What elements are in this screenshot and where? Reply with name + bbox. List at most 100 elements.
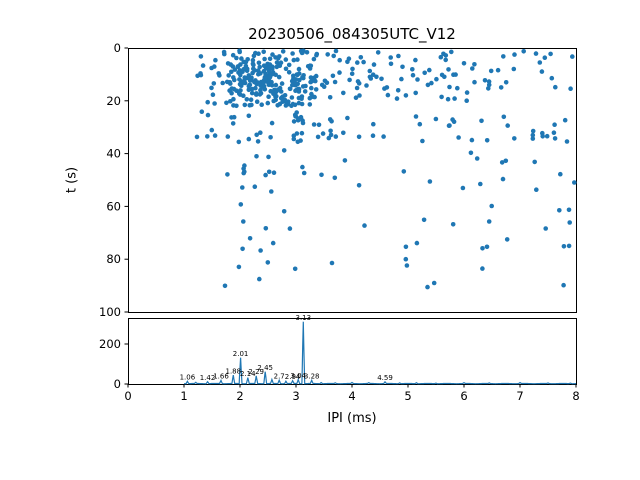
scatter-point (237, 81, 243, 87)
scatter-point (249, 75, 254, 80)
scatter-point (291, 57, 297, 63)
scatter-point (482, 78, 488, 83)
scatter-point (287, 86, 293, 92)
scatter-point (355, 60, 360, 65)
scatter-point (217, 73, 222, 78)
scatter-point (479, 118, 484, 124)
scatter-point (244, 97, 250, 102)
scatter-point (480, 266, 485, 271)
scatter-point (263, 71, 268, 77)
scatter-point (488, 68, 494, 74)
scatter-point (236, 264, 242, 270)
scatter-point (427, 179, 433, 184)
scatter-point (394, 96, 400, 101)
scatter-point (296, 86, 302, 92)
scatter-point (290, 82, 295, 88)
scatter-point (222, 283, 228, 289)
scatter-point (551, 130, 557, 135)
scatter-point (234, 55, 239, 61)
scatter-point (265, 100, 271, 106)
scatter-point (572, 180, 577, 185)
scatter-point (238, 72, 243, 78)
scatter-point (447, 123, 452, 128)
scatter-point (453, 72, 458, 77)
scatter-point (358, 55, 364, 60)
scatter-point (470, 66, 475, 71)
scatter-point (225, 172, 230, 177)
peak-label: 1.42 (200, 374, 216, 382)
x-tick-label: 8 (572, 389, 579, 403)
scatter-point (254, 154, 259, 159)
scatter-point (236, 139, 242, 145)
scatter-point (307, 95, 313, 101)
scatter-point (413, 57, 418, 63)
scatter-point (270, 240, 276, 246)
scatter-point (460, 185, 466, 191)
x-tick-label: 7 (516, 389, 523, 403)
scatter-point (501, 54, 506, 59)
scatter-point (379, 76, 384, 82)
scatter-point (362, 223, 367, 228)
scatter-point (450, 117, 455, 122)
peak-label: 1.06 (180, 373, 196, 381)
scatter-point (259, 102, 265, 107)
scatter-point (231, 114, 237, 120)
scatter-point (213, 57, 218, 63)
x-tick-label: 4 (348, 389, 355, 403)
scatter-point (548, 51, 553, 57)
scatter-point (290, 101, 296, 107)
scatter-point (273, 55, 278, 60)
scatter-point (250, 57, 256, 63)
scatter-point (238, 88, 243, 93)
scatter-point (221, 49, 227, 55)
scatter-point (289, 95, 295, 100)
scatter-point (224, 100, 229, 106)
scatter-point (499, 160, 505, 165)
scatter-point (325, 52, 331, 57)
scatter-point (561, 282, 566, 288)
scatter-point (230, 52, 236, 58)
scatter-point (533, 51, 539, 56)
scatter-point (486, 219, 492, 224)
scatter-point (342, 158, 348, 163)
scatter-point (291, 73, 296, 79)
scatter-point (443, 57, 449, 63)
peak-label: 4.59 (377, 374, 393, 382)
scatter-point (241, 59, 246, 65)
scatter-point (314, 52, 319, 58)
scatter-point (247, 103, 252, 108)
scatter-point (251, 53, 257, 59)
scatter-point (287, 226, 293, 231)
scatter-point (349, 71, 355, 76)
scatter-point (356, 134, 362, 140)
scatter-point (562, 117, 568, 123)
scatter-point (347, 77, 352, 83)
scatter-point (449, 49, 454, 55)
x-tick-label: 5 (404, 389, 411, 403)
scatter-point (231, 103, 236, 108)
scatter-point (540, 134, 545, 139)
scatter-point (250, 70, 255, 76)
x-tick-label: 6 (460, 389, 467, 403)
scatter-point (296, 66, 302, 72)
scatter-point (299, 96, 304, 101)
scatter-point (308, 79, 313, 85)
scatter-point (464, 98, 470, 103)
y-tick-label: 40 (106, 147, 121, 161)
scatter-point (486, 82, 492, 88)
scatter-point (382, 86, 387, 91)
scatter-point (198, 54, 204, 59)
scatter-point (241, 78, 247, 84)
scatter-point (237, 77, 242, 82)
scatter-point (248, 97, 254, 102)
scatter-point (277, 85, 283, 91)
scatter-point (257, 276, 262, 282)
scatter-point (445, 96, 451, 102)
scatter-point (484, 138, 490, 143)
scatter-point (241, 219, 246, 224)
scatter-point (271, 91, 276, 96)
scatter-point (198, 72, 204, 78)
peak-label: 2.01 (233, 350, 249, 358)
scatter-point (414, 240, 420, 246)
